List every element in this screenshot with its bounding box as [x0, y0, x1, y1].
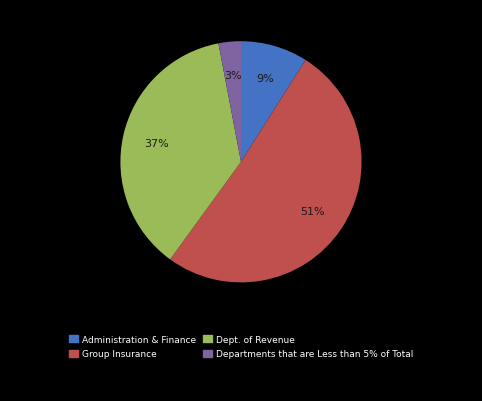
Wedge shape	[170, 61, 362, 283]
Text: 37%: 37%	[144, 138, 169, 148]
Wedge shape	[120, 44, 241, 260]
Wedge shape	[218, 42, 241, 162]
Legend: Administration & Finance, Group Insurance, Dept. of Revenue, Departments that ar: Administration & Finance, Group Insuranc…	[67, 332, 415, 361]
Wedge shape	[241, 42, 306, 162]
Text: 3%: 3%	[224, 71, 241, 81]
Text: 51%: 51%	[300, 206, 325, 216]
Text: 9%: 9%	[256, 74, 274, 84]
